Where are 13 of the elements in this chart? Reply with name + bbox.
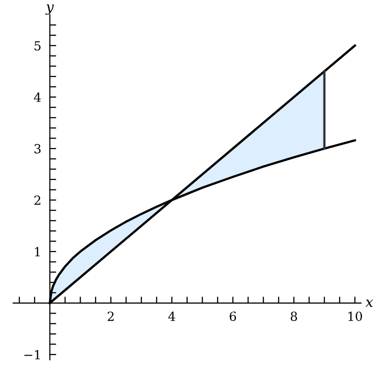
x-axis-title: x	[365, 300, 374, 307]
x-tick-label: 10	[348, 312, 362, 322]
x-tick-label: 8	[290, 312, 298, 322]
y-tick-label: 1	[35, 247, 40, 256]
x-tick-label: 4	[168, 312, 176, 321]
x-tick-label: 6	[230, 312, 236, 322]
y-axis-title: y	[45, 4, 54, 15]
y-tick-label: 2	[34, 196, 40, 205]
y-tick-label: 5	[34, 41, 41, 50]
x-tick-label: 2	[108, 312, 114, 321]
y-tick-label: 3	[34, 144, 41, 154]
y-tick-label: −1	[24, 350, 40, 360]
y-tick-label: 4	[34, 92, 41, 102]
